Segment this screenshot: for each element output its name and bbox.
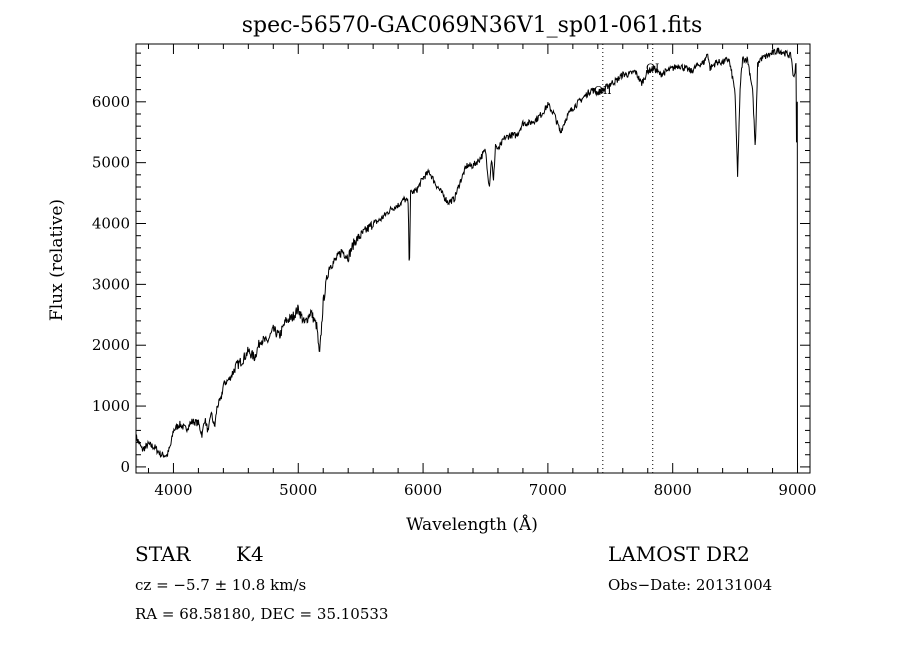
- coordinates: RA = 68.58180, DEC = 35.10533: [135, 605, 389, 623]
- axes: 4000 5000 6000 7000 8000 9000 0 1000 2000 3000 400…: [92, 43, 817, 499]
- survey-name: LAMOST DR2: [608, 542, 750, 566]
- line-annotation: OII: [594, 84, 612, 97]
- line-annotations: OII OI: [594, 61, 659, 97]
- object-class: STAR: [135, 542, 191, 566]
- y-axis-label: Flux (relative): [47, 199, 67, 321]
- y-tick-label: 6000: [92, 93, 130, 111]
- y-tick-label: 5000: [92, 154, 130, 172]
- x-tick-label: 5000: [279, 481, 317, 499]
- y-tick-label: 3000: [92, 275, 130, 293]
- y-tick-label: 4000: [92, 215, 130, 233]
- chart-title: spec-56570-GAC069N36V1_sp01-061.fits: [242, 13, 703, 38]
- x-axis-label: Wavelength (Å): [406, 514, 538, 535]
- reference-lines: [602, 44, 654, 473]
- x-tick-label: 8000: [654, 481, 692, 499]
- line-annotation: OI: [646, 61, 659, 74]
- y-tick-label: 1000: [92, 397, 130, 415]
- x-tick-label: 7000: [529, 481, 567, 499]
- y-tick-label: 2000: [92, 336, 130, 354]
- y-tick-label: 0: [120, 458, 130, 476]
- spectrum-line: [135, 47, 798, 474]
- x-tick-label: 9000: [778, 481, 816, 499]
- x-tick-label: 4000: [154, 481, 192, 499]
- observation-date: Obs−Date: 20131004: [608, 576, 773, 594]
- redshift-velocity: cz = −5.7 ± 10.8 km/s: [135, 576, 307, 594]
- object-subclass: K4: [236, 542, 264, 566]
- plot-frame: [135, 43, 811, 474]
- x-tick-label: 6000: [404, 481, 442, 499]
